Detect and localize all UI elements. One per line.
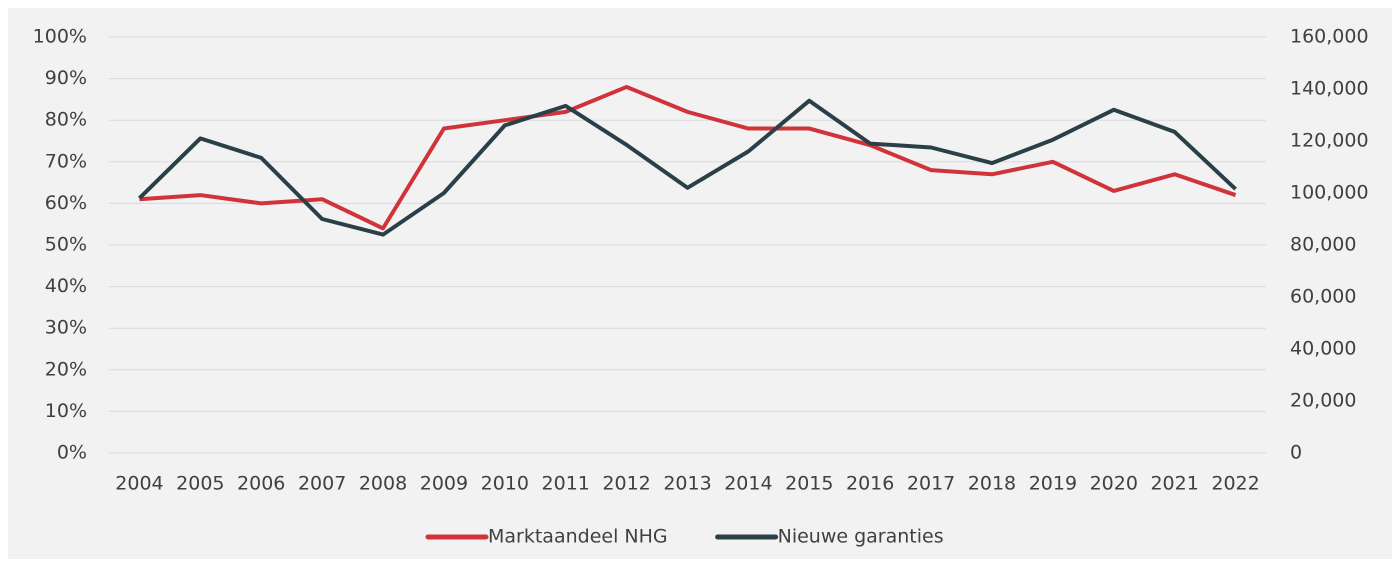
y-tick-label: 10% (45, 400, 87, 422)
x-tick-label: 2011 (542, 473, 590, 495)
x-tick-label: 2010 (481, 473, 529, 495)
x-tick-label: 2007 (298, 473, 346, 495)
x-tick-label: 2013 (663, 473, 711, 495)
y-tick-label: 0% (57, 442, 87, 464)
series-line (138, 98, 1237, 237)
x-tick-label: 2009 (420, 473, 468, 495)
x-tick-label: 2016 (846, 473, 894, 495)
x-tick-label: 2019 (1029, 473, 1077, 495)
legend-label: Nieuwe garanties (778, 526, 944, 548)
y-tick-label: 70% (45, 150, 87, 172)
y-tick-label: 100% (33, 26, 87, 48)
y-tick-label: 50% (45, 234, 87, 256)
x-tick-label: 2015 (785, 473, 833, 495)
legend-label: Marktaandeel NHG (488, 526, 668, 548)
y-tick-label: 20% (45, 358, 87, 380)
series-line (139, 84, 1237, 231)
x-tick-label: 2012 (602, 473, 650, 495)
x-tick-label: 2005 (176, 473, 224, 495)
x-tick-label: 2004 (115, 473, 163, 495)
x-tick-label: 2018 (968, 473, 1016, 495)
y2-tick-label: 120,000 (1290, 130, 1369, 152)
x-tick-label: 2022 (1211, 473, 1259, 495)
y2-tick-label: 60,000 (1290, 286, 1356, 308)
y2-tick-label: 40,000 (1290, 338, 1356, 360)
y2-tick-label: 0 (1290, 442, 1302, 464)
chart-background (8, 8, 1392, 559)
x-tick-label: 2017 (907, 473, 955, 495)
x-tick-label: 2006 (237, 473, 285, 495)
y2-tick-label: 140,000 (1290, 78, 1369, 100)
y-tick-label: 80% (45, 109, 87, 131)
y2-tick-label: 20,000 (1290, 390, 1356, 412)
y2-tick-label: 80,000 (1290, 234, 1356, 256)
x-tick-label: 2008 (359, 473, 407, 495)
y-tick-label: 90% (45, 67, 87, 89)
x-tick-label: 2020 (1090, 473, 1138, 495)
y-tick-label: 60% (45, 192, 87, 214)
x-tick-label: 2021 (1150, 473, 1198, 495)
y2-tick-label: 100,000 (1290, 182, 1369, 204)
y2-tick-label: 160,000 (1290, 26, 1369, 48)
y-tick-label: 40% (45, 275, 87, 297)
x-tick-label: 2014 (724, 473, 772, 495)
y-tick-label: 30% (45, 317, 87, 339)
